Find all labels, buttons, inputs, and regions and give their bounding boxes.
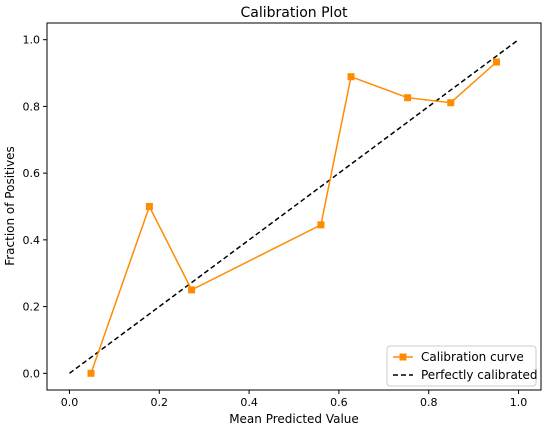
x-tick-label: 1.0 <box>510 396 528 409</box>
data-point <box>317 221 325 229</box>
y-tick-label: 1.0 <box>23 34 41 47</box>
data-point <box>347 73 355 81</box>
x-tick-label: 0.4 <box>240 396 258 409</box>
chart-title: Calibration Plot <box>240 5 348 21</box>
legend: Calibration curve Perfectly calibrated <box>386 345 538 387</box>
x-tick-label: 0.8 <box>420 396 438 409</box>
data-point <box>87 369 95 377</box>
y-tick-label: 0.6 <box>23 167 41 180</box>
data-point <box>404 94 412 102</box>
y-tick-label: 0.0 <box>23 367 41 380</box>
x-tick-label: 0.2 <box>151 396 169 409</box>
y-tick-label: 0.2 <box>23 301 41 314</box>
x-tick-label: 0.0 <box>61 396 79 409</box>
legend-label-calibration: Calibration curve <box>421 350 524 364</box>
series-line-0 <box>90 61 497 374</box>
x-axis-label: Mean Predicted Value <box>229 412 359 426</box>
y-axis-label: Fraction of Positives <box>3 146 17 266</box>
data-point <box>145 203 153 210</box>
y-tick-label: 0.4 <box>23 234 41 247</box>
y-tick-label: 0.8 <box>23 100 41 113</box>
x-tick-label: 0.6 <box>330 396 348 409</box>
x-axis-ticks: 0.0 0.2 0.4 0.6 0.8 1.0 <box>61 390 528 409</box>
y-axis-ticks: 0.0 0.2 0.4 0.6 0.8 1.0 <box>23 34 47 380</box>
series-line-1 <box>69 39 519 374</box>
legend-swatch-calibration-marker <box>399 353 407 361</box>
series-layer <box>69 39 519 377</box>
legend-label-perfect: Perfectly calibrated <box>421 368 538 382</box>
legend-box <box>386 345 537 387</box>
data-point <box>188 286 196 294</box>
data-point <box>447 99 455 107</box>
data-point <box>493 58 501 66</box>
